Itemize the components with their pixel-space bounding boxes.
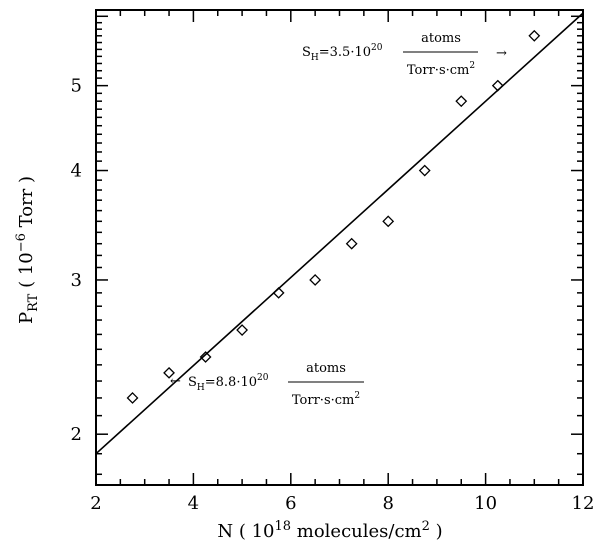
ann1-numerator: atoms bbox=[421, 31, 461, 46]
data-point bbox=[199, 351, 212, 363]
x-tick-label: 4 bbox=[188, 493, 199, 514]
data-point bbox=[126, 392, 139, 404]
data-point bbox=[309, 274, 322, 286]
x-tick-label: 6 bbox=[285, 493, 296, 514]
ann1-sub: H bbox=[311, 53, 319, 63]
svg-text:SH=8.8·1020: SH=8.8·1020 bbox=[188, 373, 269, 393]
ann1-s: S bbox=[302, 45, 311, 60]
data-point bbox=[272, 286, 285, 299]
y-axis-label: PRT ( 10−6 Torr ) bbox=[14, 176, 41, 324]
plot-frame bbox=[95, 9, 584, 486]
y-tick-label: 3 bbox=[71, 270, 82, 291]
svg-text:Torr·s·cm2: Torr·s·cm2 bbox=[292, 391, 360, 408]
y-tick-label: 5 bbox=[71, 76, 82, 97]
annotation-lower: ← SH=8.8·1020 atoms Torr·s·cm2 bbox=[170, 361, 364, 408]
ann2-numerator: atoms bbox=[306, 361, 346, 376]
x-tick-label: 10 bbox=[474, 493, 497, 514]
axis-ticks bbox=[95, 10, 584, 485]
data-point bbox=[528, 29, 541, 42]
ann2-den-sup: 2 bbox=[354, 391, 360, 401]
ann1-mid: =3.5·10 bbox=[319, 45, 371, 60]
data-point bbox=[236, 324, 249, 336]
ann1-arrow: → bbox=[496, 46, 507, 61]
ann2-sup: 20 bbox=[257, 373, 269, 383]
y-tick-label: 4 bbox=[71, 161, 82, 182]
ann1-den-sup: 2 bbox=[469, 61, 475, 71]
data-point bbox=[455, 95, 468, 108]
data-point bbox=[163, 366, 175, 379]
ann1-denominator: Torr·s·cm bbox=[407, 63, 469, 78]
ann2-s: S bbox=[188, 375, 197, 390]
data-point bbox=[345, 237, 358, 250]
data-point bbox=[382, 215, 395, 228]
ann2-sub: H bbox=[197, 383, 205, 393]
ann2-mid: =8.8·10 bbox=[205, 375, 257, 390]
svg-text:Torr·s·cm2: Torr·s·cm2 bbox=[407, 61, 475, 78]
x-tick-label: 12 bbox=[572, 493, 593, 514]
x-tick-label: 8 bbox=[382, 493, 393, 514]
data-point bbox=[491, 79, 504, 92]
svg-text:SH=3.5·1020: SH=3.5·1020 bbox=[302, 43, 383, 63]
data-point bbox=[418, 164, 431, 177]
ann1-sup: 20 bbox=[371, 43, 383, 53]
y-tick-label: 2 bbox=[71, 424, 82, 445]
data-points bbox=[126, 29, 541, 404]
x-tick-label: 2 bbox=[90, 493, 101, 514]
annotation-upper: SH=3.5·1020 atoms Torr·s·cm2 → bbox=[302, 31, 507, 78]
x-axis-label: N ( 1018 molecules/cm2 ) bbox=[217, 519, 442, 542]
axis-tick-labels: 2 4 6 8 10 12 2 3 4 5 bbox=[71, 76, 593, 514]
ann2-denominator: Torr·s·cm bbox=[292, 393, 354, 408]
ann2-arrow: ← bbox=[170, 374, 181, 389]
